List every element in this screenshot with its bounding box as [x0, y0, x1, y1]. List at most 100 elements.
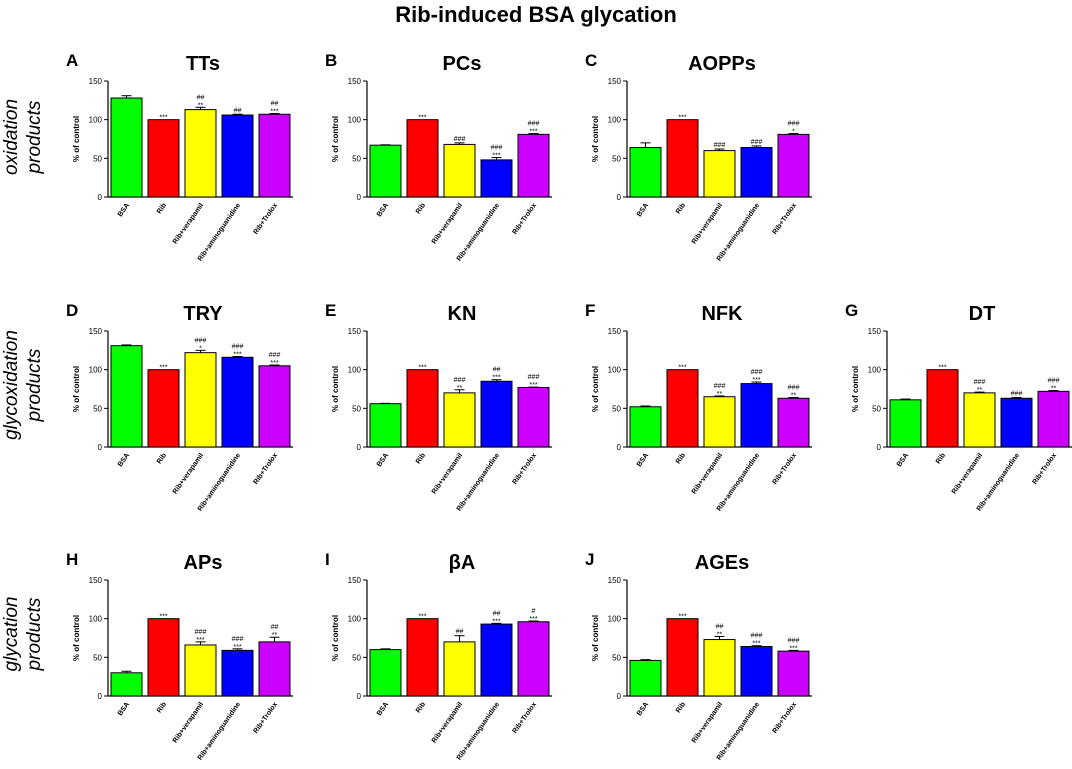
y-tick-label: 100 [89, 116, 103, 125]
bar-rib-verapamil [703, 396, 736, 448]
bar-rib-trolox [517, 386, 550, 448]
significance-marker: ### [788, 385, 800, 392]
y-tick-label: 50 [612, 404, 621, 413]
y-axis-label: % of control [591, 116, 600, 162]
bar-bsa [110, 345, 143, 448]
bar-rib-aminoguanidine [221, 114, 254, 198]
bar-rib-trolox [1037, 390, 1070, 448]
significance-marker: *** [233, 352, 241, 359]
x-tick-label: Rib [415, 202, 427, 215]
bar-rib-verapamil [443, 641, 476, 697]
row-label-glycation-products: products [24, 597, 45, 671]
x-tick-label: Rib [675, 701, 687, 714]
panel-title: AOPPs [688, 53, 756, 75]
x-tick-label: Rib [675, 452, 687, 465]
x-tick-label: Rib+Trolox [512, 701, 539, 735]
bar-bsa [629, 147, 662, 198]
panel-letter: G [845, 301, 858, 320]
bar-rib [406, 618, 439, 697]
significance-marker: *** [492, 153, 500, 160]
y-tick-label: 0 [357, 692, 362, 701]
significance-marker: ** [198, 102, 204, 109]
bar-bsa [369, 649, 402, 697]
y-tick-label: 0 [98, 443, 103, 452]
y-tick-label: 150 [348, 327, 362, 336]
x-tick-label: Rib+aminoguanidine [456, 202, 501, 263]
x-tick-label: Rib+verapamil [172, 452, 205, 495]
x-tick-label: Rib+verapamil [431, 202, 464, 245]
bar-rib [666, 369, 699, 448]
significance-marker: ### [232, 636, 244, 643]
significance-marker: *** [270, 108, 278, 115]
y-tick-label: 50 [612, 653, 621, 662]
significance-marker: *** [789, 645, 797, 652]
significance-marker: *** [196, 637, 204, 644]
x-tick-label: Rib+Trolox [772, 202, 799, 236]
x-tick-label: BSA [376, 202, 390, 218]
significance-marker: *** [159, 115, 167, 122]
panel-letter: H [66, 550, 78, 569]
significance-marker: *** [159, 614, 167, 621]
y-tick-label: 150 [89, 77, 103, 86]
x-tick-label: BSA [636, 452, 650, 468]
x-tick-label: Rib+aminoguanidine [456, 452, 501, 513]
bar-rib-aminoguanidine [740, 646, 773, 697]
x-tick-label: BSA [117, 701, 131, 717]
significance-marker: *** [529, 616, 537, 623]
significance-marker: *** [938, 365, 946, 372]
y-tick-label: 150 [608, 327, 622, 336]
bar-rib [147, 618, 180, 697]
bar-rib-aminoguanidine [480, 380, 513, 448]
significance-marker: ### [714, 383, 726, 390]
panel-title: KN [448, 303, 477, 325]
significance-marker: ## [197, 94, 205, 101]
significance-marker: *** [752, 641, 760, 648]
bar-rib-aminoguanidine [480, 159, 513, 198]
significance-marker: ### [269, 352, 281, 359]
bar-rib-aminoguanidine [221, 649, 254, 697]
bar-rib-verapamil [963, 392, 996, 448]
y-tick-label: 0 [357, 443, 362, 452]
significance-marker: *** [752, 377, 760, 384]
y-tick-label: 150 [89, 576, 103, 585]
significance-marker: ### [751, 633, 763, 640]
y-tick-label: 100 [868, 366, 882, 375]
y-tick-label: 50 [352, 154, 361, 163]
bar-rib [926, 369, 959, 448]
y-axis-label: % of control [331, 366, 340, 412]
x-tick-label: Rib+verapamil [431, 701, 464, 744]
y-axis-label: % of control [591, 615, 600, 661]
bar-rib [666, 119, 699, 198]
y-tick-label: 50 [93, 404, 102, 413]
x-tick-label: Rib [935, 452, 947, 465]
significance-marker: *** [492, 375, 500, 382]
x-tick-label: BSA [896, 452, 910, 468]
y-tick-label: 0 [357, 193, 362, 202]
significance-marker: ** [791, 393, 797, 400]
y-tick-label: 150 [608, 576, 622, 585]
y-axis-label: % of control [331, 615, 340, 661]
significance-marker: *** [418, 365, 426, 372]
x-tick-label: Rib+Trolox [512, 452, 539, 486]
bar-rib-verapamil [703, 639, 736, 697]
panel-title: DT [969, 303, 996, 325]
y-tick-label: 100 [348, 615, 362, 624]
bar-bsa [889, 399, 922, 448]
panel-title: TRY [183, 303, 223, 325]
significance-marker: ### [751, 369, 763, 376]
bar-rib-verapamil [184, 352, 217, 448]
panel-title: βA [449, 552, 476, 574]
y-tick-label: 150 [348, 77, 362, 86]
x-tick-label: Rib+aminoguanidine [716, 202, 761, 263]
x-tick-label: Rib+aminoguanidine [976, 452, 1021, 513]
y-tick-label: 0 [877, 443, 882, 452]
x-tick-label: Rib+Trolox [772, 701, 799, 735]
panel-letter: E [325, 301, 336, 320]
panel-letter: I [325, 550, 330, 569]
bar-bsa [369, 144, 402, 198]
bar-rib [147, 119, 180, 198]
significance-marker: *** [678, 115, 686, 122]
x-tick-label: Rib+aminoguanidine [197, 452, 242, 513]
